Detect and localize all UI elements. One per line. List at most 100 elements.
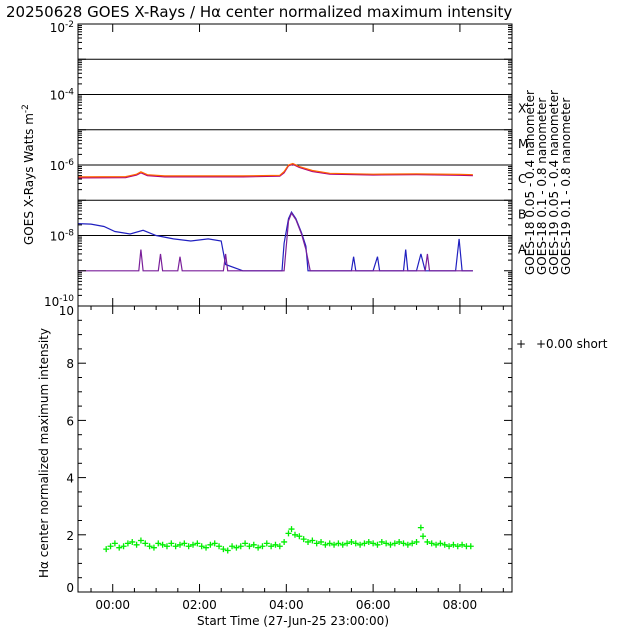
y-tick-label: 4 — [66, 472, 74, 486]
halpha-point — [168, 540, 175, 547]
halpha-point — [446, 543, 453, 550]
halpha-point — [185, 543, 192, 550]
halpha-point — [237, 543, 244, 550]
halpha-point — [288, 526, 295, 533]
halpha-point — [454, 543, 461, 550]
halpha-point — [198, 543, 205, 550]
halpha-point — [107, 543, 114, 550]
halpha-point — [263, 540, 270, 547]
halpha-point — [352, 540, 359, 547]
halpha-point — [150, 544, 157, 551]
halpha-point — [300, 536, 307, 543]
halpha-point — [124, 540, 131, 547]
halpha-point — [361, 540, 368, 547]
halpha-series-group — [103, 524, 474, 554]
halpha-y-axis-label: Hα center normalized maximum intensity — [37, 328, 51, 578]
x-tick-label: 00:00 — [95, 598, 130, 612]
halpha-point — [409, 540, 416, 547]
xray-y-axis-label: GOES X-Rays Watts m-2 — [21, 104, 36, 245]
halpha-point — [400, 540, 407, 547]
halpha-point — [220, 546, 227, 553]
halpha-point — [339, 541, 346, 548]
halpha-point — [348, 538, 355, 545]
y-tick-label: 2 — [66, 529, 74, 543]
halpha-point — [159, 541, 166, 548]
halpha-point — [467, 543, 474, 550]
chart-title: 20250628 GOES X-Rays / Hα center normali… — [6, 3, 512, 21]
halpha-point — [246, 543, 253, 550]
halpha-point — [224, 547, 231, 554]
xray-series-line — [78, 162, 473, 178]
halpha-point — [285, 530, 292, 537]
legend-entry: GOES-19 0.1 - 0.8 nanometer — [559, 98, 573, 275]
y-tick-label: 10-8 — [50, 229, 75, 244]
halpha-point — [281, 538, 288, 545]
x-tick-label: 08:00 — [443, 598, 478, 612]
halpha-point — [268, 543, 275, 550]
halpha-point — [155, 540, 162, 547]
xray-series-group — [78, 162, 473, 272]
halpha-point — [417, 524, 424, 531]
halpha-point — [305, 538, 312, 545]
flare-class-labels: X M C B A — [518, 102, 528, 257]
halpha-point — [255, 544, 262, 551]
flare-class-label: X — [518, 102, 526, 116]
halpha-point — [176, 541, 183, 548]
legend-entry: GOES-18 0.05 - 0.4 nanometer — [523, 90, 537, 275]
halpha-point — [428, 540, 435, 547]
halpha-point — [194, 540, 201, 547]
xray-series-line — [78, 211, 473, 272]
flare-class-gridlines — [78, 58, 512, 236]
x-tick-label: 02:00 — [182, 598, 217, 612]
y-tick-label: 10-10 — [44, 294, 74, 309]
halpha-point — [216, 543, 223, 550]
halpha-point — [129, 538, 136, 545]
halpha-point — [276, 543, 283, 550]
y-tick-label: 0 — [66, 581, 74, 595]
y-tick-label: 10-4 — [50, 88, 75, 103]
xray-series-line — [78, 163, 473, 179]
halpha-panel: 0 2 4 6 8 10 00:00 02:00 04:00 06:00 08:00 Hα cen… — [37, 304, 608, 628]
halpha-point — [116, 544, 123, 551]
halpha-point — [142, 540, 149, 547]
halpha-point — [424, 538, 431, 545]
halpha-point — [378, 538, 385, 545]
halpha-y-tick-labels: 0 2 4 6 8 10 — [59, 304, 74, 595]
halpha-point — [250, 541, 257, 548]
halpha-point — [318, 538, 325, 545]
halpha-point — [146, 543, 153, 550]
y-tick-label: 6 — [66, 414, 74, 428]
halpha-point — [137, 537, 144, 544]
halpha-point — [326, 540, 333, 547]
halpha-point — [433, 541, 440, 548]
halpha-legend-marker: + — [516, 337, 526, 351]
halpha-point — [313, 540, 320, 547]
halpha-point — [396, 538, 403, 545]
halpha-point — [203, 544, 210, 551]
halpha-point — [172, 543, 179, 550]
legend-entry: GOES-19 0.05 - 0.4 nanometer — [547, 90, 561, 275]
time-x-tick-labels: 00:00 02:00 04:00 06:00 08:00 — [95, 598, 477, 612]
halpha-point — [387, 541, 394, 548]
halpha-point — [357, 541, 364, 548]
halpha-point — [207, 541, 214, 548]
x-axis-label: Start Time (27-Jun-25 23:00:00) — [197, 614, 389, 628]
halpha-point — [459, 541, 466, 548]
halpha-legend: + +0.00 short — [516, 337, 608, 351]
halpha-point — [181, 540, 188, 547]
halpha-point — [374, 541, 381, 548]
flare-class-label: M — [518, 137, 528, 151]
halpha-point — [331, 541, 338, 548]
halpha-point — [233, 544, 240, 551]
y-tick-label: 10-6 — [50, 158, 75, 173]
halpha-point — [383, 540, 390, 547]
flare-class-label: B — [518, 207, 526, 221]
halpha-point — [259, 543, 266, 550]
halpha-legend-text: +0.00 short — [536, 337, 608, 351]
halpha-point — [441, 541, 448, 548]
halpha-point — [111, 540, 118, 547]
halpha-point — [391, 540, 398, 547]
